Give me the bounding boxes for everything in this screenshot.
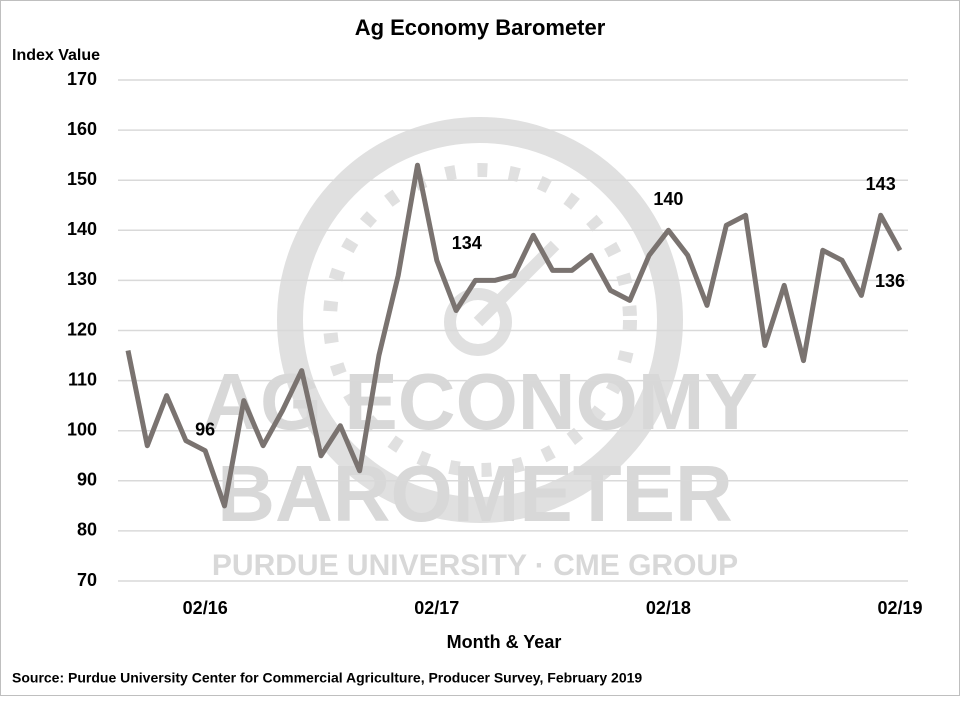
y-tick-label: 70 bbox=[77, 570, 97, 590]
data-label: 136 bbox=[875, 271, 905, 291]
data-label: 140 bbox=[653, 189, 683, 209]
y-tick-label: 80 bbox=[77, 520, 97, 540]
y-axis-label: Index Value bbox=[12, 47, 100, 64]
x-tick-label: 02/19 bbox=[877, 598, 922, 618]
data-label: 134 bbox=[452, 233, 482, 253]
y-tick-label: 110 bbox=[68, 369, 97, 389]
x-tick-label: 02/18 bbox=[646, 598, 691, 618]
source: Source: Purdue University Center for Com… bbox=[12, 670, 642, 686]
y-tick-label: 170 bbox=[67, 69, 97, 89]
x-tick-label: 02/17 bbox=[414, 598, 459, 618]
x-axis-label: Month & Year bbox=[447, 632, 562, 652]
y-tick-label: 130 bbox=[67, 269, 97, 289]
y-tick-label: 140 bbox=[67, 219, 97, 239]
watermark-line2: BAROMETER bbox=[217, 449, 733, 538]
data-label: 143 bbox=[866, 174, 896, 194]
data-line bbox=[125, 162, 903, 509]
y-tick-label: 120 bbox=[67, 319, 97, 339]
data-label: 96 bbox=[195, 419, 215, 439]
gauge-hub bbox=[444, 288, 512, 356]
x-tick-label: 02/16 bbox=[183, 598, 228, 618]
gauge-needle bbox=[473, 240, 560, 327]
chart-title: Ag Economy Barometer bbox=[355, 15, 606, 40]
y-tick-label: 160 bbox=[67, 119, 97, 139]
y-tick-label: 90 bbox=[77, 470, 97, 490]
y-tick-label: 150 bbox=[67, 169, 97, 189]
watermark-line3: PURDUE UNIVERSITY · CME GROUP bbox=[212, 549, 738, 582]
y-tick-label: 100 bbox=[67, 419, 97, 439]
gauge-ticks bbox=[323, 163, 637, 477]
